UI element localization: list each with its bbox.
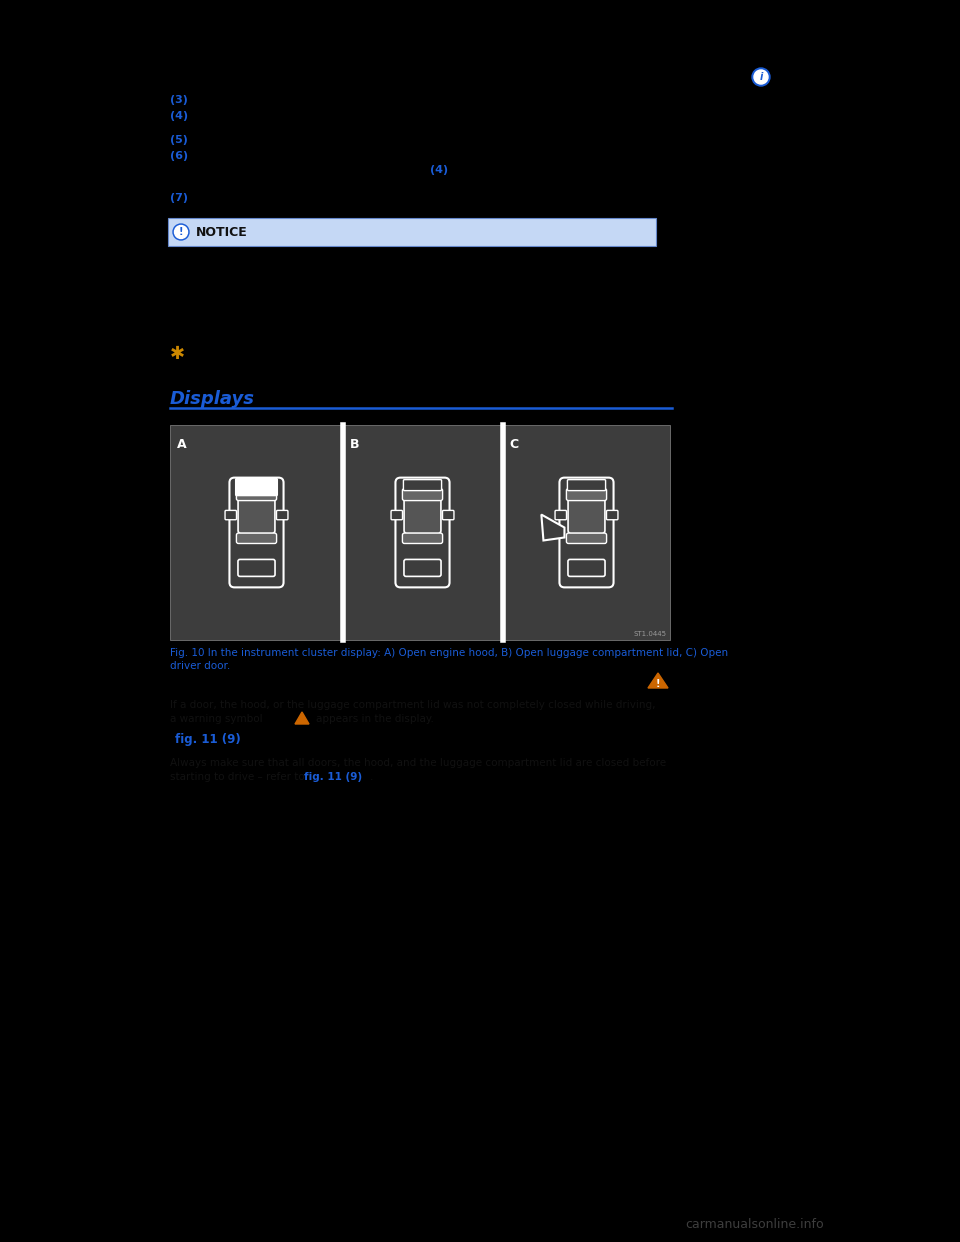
Text: fig. 11 (9): fig. 11 (9): [304, 773, 362, 782]
FancyBboxPatch shape: [607, 510, 618, 519]
FancyBboxPatch shape: [402, 488, 443, 501]
Text: fig. 11 (9): fig. 11 (9): [175, 733, 241, 746]
Text: .: .: [370, 773, 373, 782]
FancyBboxPatch shape: [170, 425, 670, 640]
FancyBboxPatch shape: [276, 510, 288, 519]
Text: If a door, the hood, or the luggage compartment lid was not completely closed wh: If a door, the hood, or the luggage comp…: [170, 700, 656, 710]
Text: Always make sure that all doors, the hood, and the luggage compartment lid are c: Always make sure that all doors, the hoo…: [170, 758, 666, 768]
Polygon shape: [648, 673, 668, 688]
FancyBboxPatch shape: [402, 533, 443, 544]
FancyBboxPatch shape: [566, 533, 607, 544]
FancyBboxPatch shape: [236, 533, 276, 544]
Circle shape: [173, 224, 189, 240]
Text: !: !: [179, 227, 183, 237]
Polygon shape: [541, 514, 564, 540]
FancyBboxPatch shape: [560, 478, 613, 587]
FancyBboxPatch shape: [235, 478, 277, 496]
Text: (3): (3): [170, 94, 188, 106]
Text: B: B: [349, 438, 359, 451]
FancyBboxPatch shape: [229, 478, 283, 587]
FancyBboxPatch shape: [236, 488, 276, 501]
Text: Displays: Displays: [170, 390, 255, 409]
FancyBboxPatch shape: [391, 510, 402, 519]
Text: appears in the display.: appears in the display.: [316, 714, 434, 724]
Circle shape: [175, 226, 187, 238]
Polygon shape: [295, 712, 309, 724]
Text: A: A: [177, 438, 186, 451]
Text: starting to drive – refer to: starting to drive – refer to: [170, 773, 304, 782]
Text: Fig. 10 In the instrument cluster display: A) Open engine hood, B) Open luggage : Fig. 10 In the instrument cluster displa…: [170, 648, 728, 658]
Text: (4): (4): [430, 165, 448, 175]
FancyBboxPatch shape: [238, 496, 275, 534]
Text: a warning symbol: a warning symbol: [170, 714, 263, 724]
Text: (7): (7): [170, 193, 188, 202]
FancyBboxPatch shape: [566, 488, 607, 501]
FancyBboxPatch shape: [555, 510, 566, 519]
FancyBboxPatch shape: [443, 510, 454, 519]
FancyBboxPatch shape: [168, 219, 656, 246]
Text: ✱: ✱: [170, 345, 185, 363]
Text: !: !: [656, 679, 660, 689]
FancyBboxPatch shape: [225, 510, 236, 519]
Text: carmanualsonline.info: carmanualsonline.info: [685, 1218, 825, 1232]
Text: (5): (5): [170, 135, 188, 145]
FancyBboxPatch shape: [404, 559, 441, 576]
FancyBboxPatch shape: [238, 559, 275, 576]
Circle shape: [754, 70, 768, 84]
FancyBboxPatch shape: [568, 559, 605, 576]
Circle shape: [752, 68, 770, 86]
FancyBboxPatch shape: [568, 496, 605, 534]
Text: (4): (4): [170, 111, 188, 120]
Text: C: C: [510, 438, 518, 451]
FancyBboxPatch shape: [403, 479, 442, 491]
FancyBboxPatch shape: [404, 496, 441, 534]
Text: i: i: [759, 72, 762, 82]
Text: ST1.0445: ST1.0445: [633, 631, 666, 637]
FancyBboxPatch shape: [567, 479, 606, 491]
Text: NOTICE: NOTICE: [196, 226, 248, 238]
Text: driver door.: driver door.: [170, 661, 230, 671]
FancyBboxPatch shape: [396, 478, 449, 587]
FancyBboxPatch shape: [237, 479, 276, 491]
Text: (6): (6): [170, 152, 188, 161]
